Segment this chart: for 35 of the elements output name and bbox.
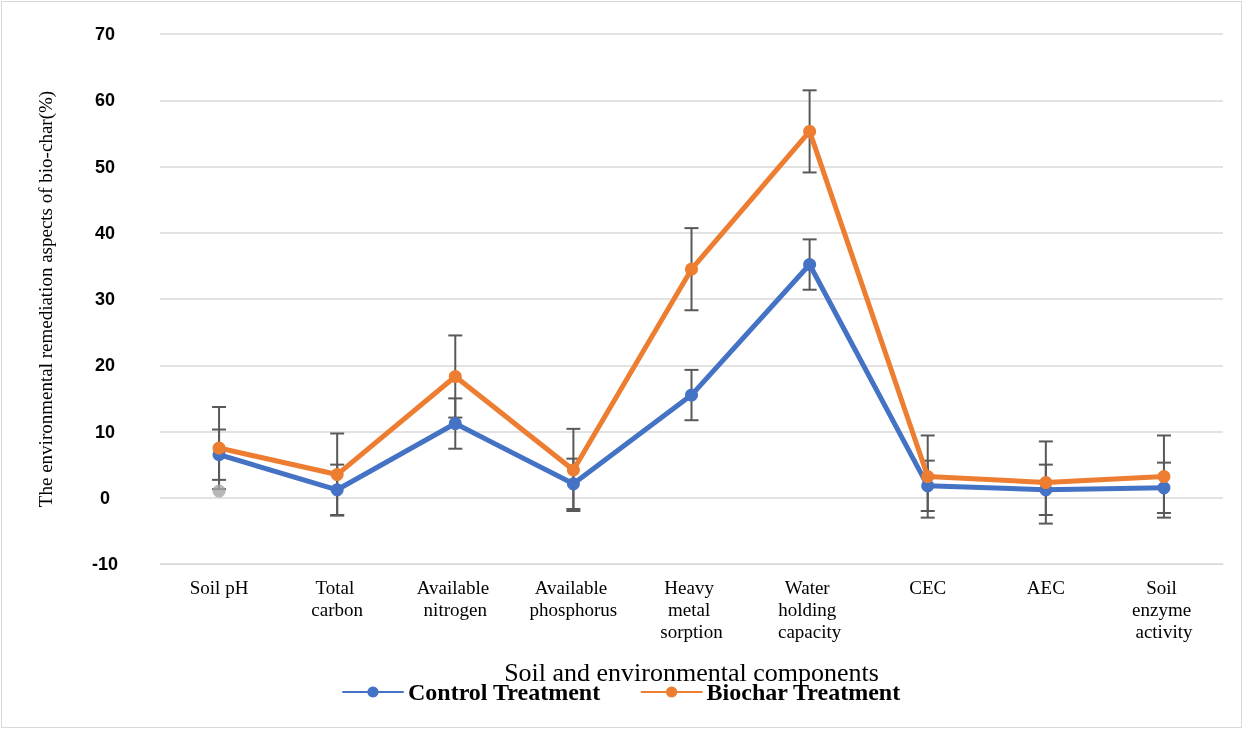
x-tick-label: Soil enzyme activity xyxy=(1132,576,1196,642)
y-tick-label: 10 xyxy=(94,421,116,442)
point xyxy=(566,477,580,491)
point xyxy=(685,262,698,276)
x-tick-label: Heavy metal sorption xyxy=(660,576,724,642)
point xyxy=(803,258,817,272)
y-tick-label: 50 xyxy=(94,156,116,177)
x-tick-label: Available nitrogen xyxy=(416,576,494,620)
y-tick-label: 0 xyxy=(99,487,111,508)
point xyxy=(566,463,580,477)
point xyxy=(803,124,817,138)
point xyxy=(330,483,344,497)
point xyxy=(1157,481,1171,495)
x-tick-label: Soil pH xyxy=(189,576,249,598)
point xyxy=(448,370,462,384)
point xyxy=(448,417,462,431)
point xyxy=(212,441,226,455)
x-tick-label: Water holding capacity xyxy=(777,576,842,642)
y-tick-label: -10 xyxy=(91,554,119,574)
y-tick-label: 20 xyxy=(94,355,116,376)
x-tick-label: CEC xyxy=(909,576,947,598)
point xyxy=(1157,470,1171,484)
x-tick-label: Available phosphorus xyxy=(529,576,618,620)
point xyxy=(685,388,698,402)
x-tick-label: Total carbon xyxy=(311,576,364,620)
y-tick-label: 60 xyxy=(94,90,116,111)
y-tick-label: 40 xyxy=(94,222,116,243)
point xyxy=(921,470,935,484)
point xyxy=(212,484,226,498)
y-tick-label: 70 xyxy=(94,24,116,44)
point xyxy=(330,468,344,482)
point xyxy=(1039,476,1053,490)
x-tick-label: AEC xyxy=(1026,576,1065,598)
y-axis-title: The environmental remediation aspects of bio-char(%) xyxy=(35,90,57,508)
y-tick-label: 30 xyxy=(94,289,116,309)
